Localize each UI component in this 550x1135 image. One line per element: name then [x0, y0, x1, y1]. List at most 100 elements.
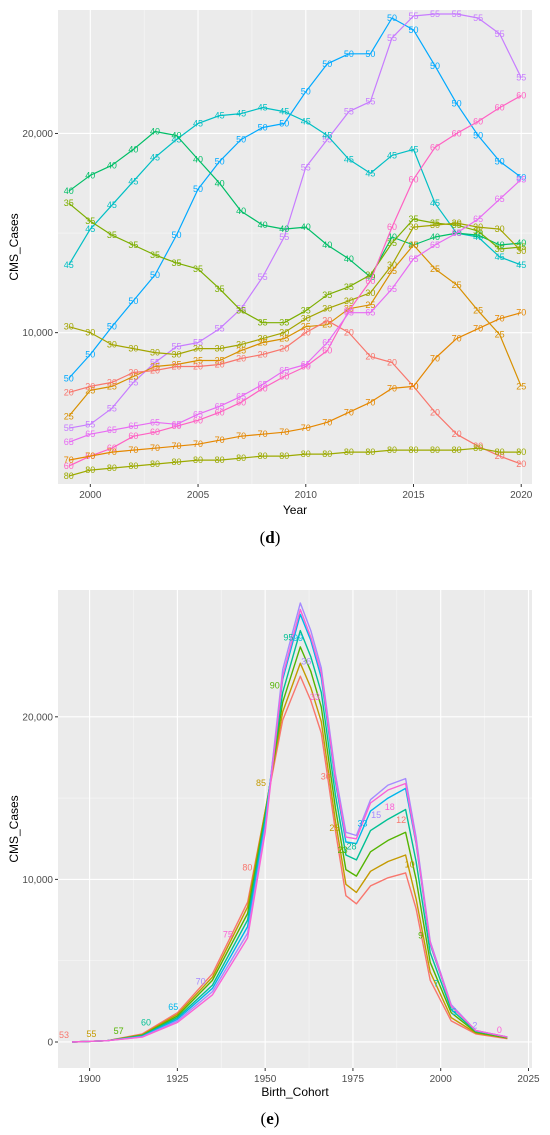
- point-label: 65: [215, 401, 225, 411]
- point-label: 70: [215, 435, 225, 445]
- point-label: 40: [322, 240, 332, 250]
- point-label: 60: [473, 117, 483, 127]
- point-label: 25: [128, 371, 138, 381]
- point-label: 80: [171, 457, 181, 467]
- cohort-label: 36: [301, 657, 311, 667]
- cohort-label: 65: [168, 1002, 178, 1012]
- x-tick-label: 1975: [342, 1074, 365, 1085]
- point-label: 35: [258, 318, 268, 328]
- point-label: 45: [279, 107, 289, 117]
- point-label: 35: [452, 220, 462, 230]
- point-label: 45: [171, 134, 181, 144]
- series-line: [68, 130, 522, 278]
- cohort-label: 0: [497, 1025, 502, 1035]
- point-label: 55: [301, 162, 311, 172]
- point-label: 40: [301, 222, 311, 232]
- point-label: 50: [64, 373, 74, 383]
- panel-d: 50 50 50 50 50 50 50 50 50 50 50 50 50 50 50 50 50 50 50 50…: [7, 9, 533, 547]
- point-label: 50: [215, 156, 225, 166]
- point-label: 55: [365, 97, 375, 107]
- point-label: 60: [408, 174, 418, 184]
- caption-d: (d): [260, 528, 281, 547]
- point-label: 80: [301, 449, 311, 459]
- point-label: 55: [85, 419, 95, 429]
- point-label: 55: [408, 11, 418, 21]
- cohort-label: 57: [114, 1026, 124, 1036]
- point-label: 60: [322, 346, 332, 356]
- point-label: 80: [85, 465, 95, 475]
- point-label: 30: [516, 246, 526, 256]
- point-label: 35: [193, 264, 203, 274]
- point-label: 50: [322, 59, 332, 69]
- y-tick-label: 20,000: [22, 129, 53, 140]
- point-label: 65: [322, 338, 332, 348]
- point-label: 20: [236, 354, 246, 364]
- point-label: 45: [64, 260, 74, 270]
- point-label: 55: [452, 9, 462, 19]
- point-label: 30: [408, 222, 418, 232]
- point-label: 60: [365, 276, 375, 286]
- point-label: 35: [495, 244, 505, 254]
- point-label: 45: [516, 260, 526, 270]
- point-label: 30: [193, 344, 203, 354]
- series-line: [71, 662, 508, 1043]
- point-label: 55: [150, 358, 160, 368]
- point-label: 55: [516, 73, 526, 83]
- point-label: 30: [236, 340, 246, 350]
- cohort-label: 30: [321, 771, 331, 781]
- point-label: 45: [387, 150, 397, 160]
- point-label: 20: [344, 328, 354, 338]
- point-label: 50: [387, 13, 397, 23]
- point-label: 25: [430, 264, 440, 274]
- point-label: 65: [365, 308, 375, 318]
- cohort-label: 33: [310, 692, 320, 702]
- cohort-label: 28: [347, 841, 357, 851]
- point-label: 50: [193, 184, 203, 194]
- point-label: 70: [258, 429, 268, 439]
- point-label: 30: [258, 334, 268, 344]
- series-line: [68, 312, 522, 461]
- point-label: 40: [171, 130, 181, 140]
- point-label: 70: [107, 447, 117, 457]
- point-label: 60: [128, 431, 138, 441]
- point-label: 50: [430, 61, 440, 71]
- point-label: 50: [344, 49, 354, 59]
- point-label: 60: [495, 103, 505, 113]
- cohort-label: 85: [256, 778, 266, 788]
- point-label: 65: [408, 254, 418, 264]
- point-label: 50: [452, 99, 462, 109]
- point-label: 55: [171, 342, 181, 352]
- cohort-label: 2: [472, 1021, 477, 1031]
- point-label: 60: [215, 407, 225, 417]
- point-label: 30: [215, 344, 225, 354]
- y-axis-d: 10,000 20,000: [22, 129, 58, 339]
- point-label: 30: [430, 220, 440, 230]
- point-label: 65: [516, 174, 526, 184]
- point-label: 50: [301, 87, 311, 97]
- point-label: 65: [171, 419, 181, 429]
- point-label: 45: [128, 176, 138, 186]
- point-label: 30: [171, 350, 181, 360]
- point-label: 65: [64, 437, 74, 447]
- point-label: 45: [365, 168, 375, 178]
- x-axis-d: 2000 2005 2010 2015 2020: [79, 484, 533, 501]
- point-label: 70: [495, 314, 505, 324]
- point-label: 50: [408, 25, 418, 35]
- point-label: 60: [171, 421, 181, 431]
- point-label: 25: [150, 361, 160, 371]
- point-label: 30: [301, 314, 311, 324]
- point-label: 25: [193, 356, 203, 366]
- point-label: 55: [322, 134, 332, 144]
- series-line: [71, 675, 508, 1043]
- point-label: 25: [85, 385, 95, 395]
- point-label: 30: [85, 328, 95, 338]
- point-label: 20: [452, 429, 462, 439]
- point-label: 80: [236, 453, 246, 463]
- point-label: 30: [150, 348, 160, 358]
- point-label: 40: [365, 272, 375, 282]
- y-axis-title-e: CMS_Cases: [7, 795, 21, 862]
- series-line: [68, 106, 522, 266]
- point-label: 55: [495, 29, 505, 39]
- point-label: 50: [473, 130, 483, 140]
